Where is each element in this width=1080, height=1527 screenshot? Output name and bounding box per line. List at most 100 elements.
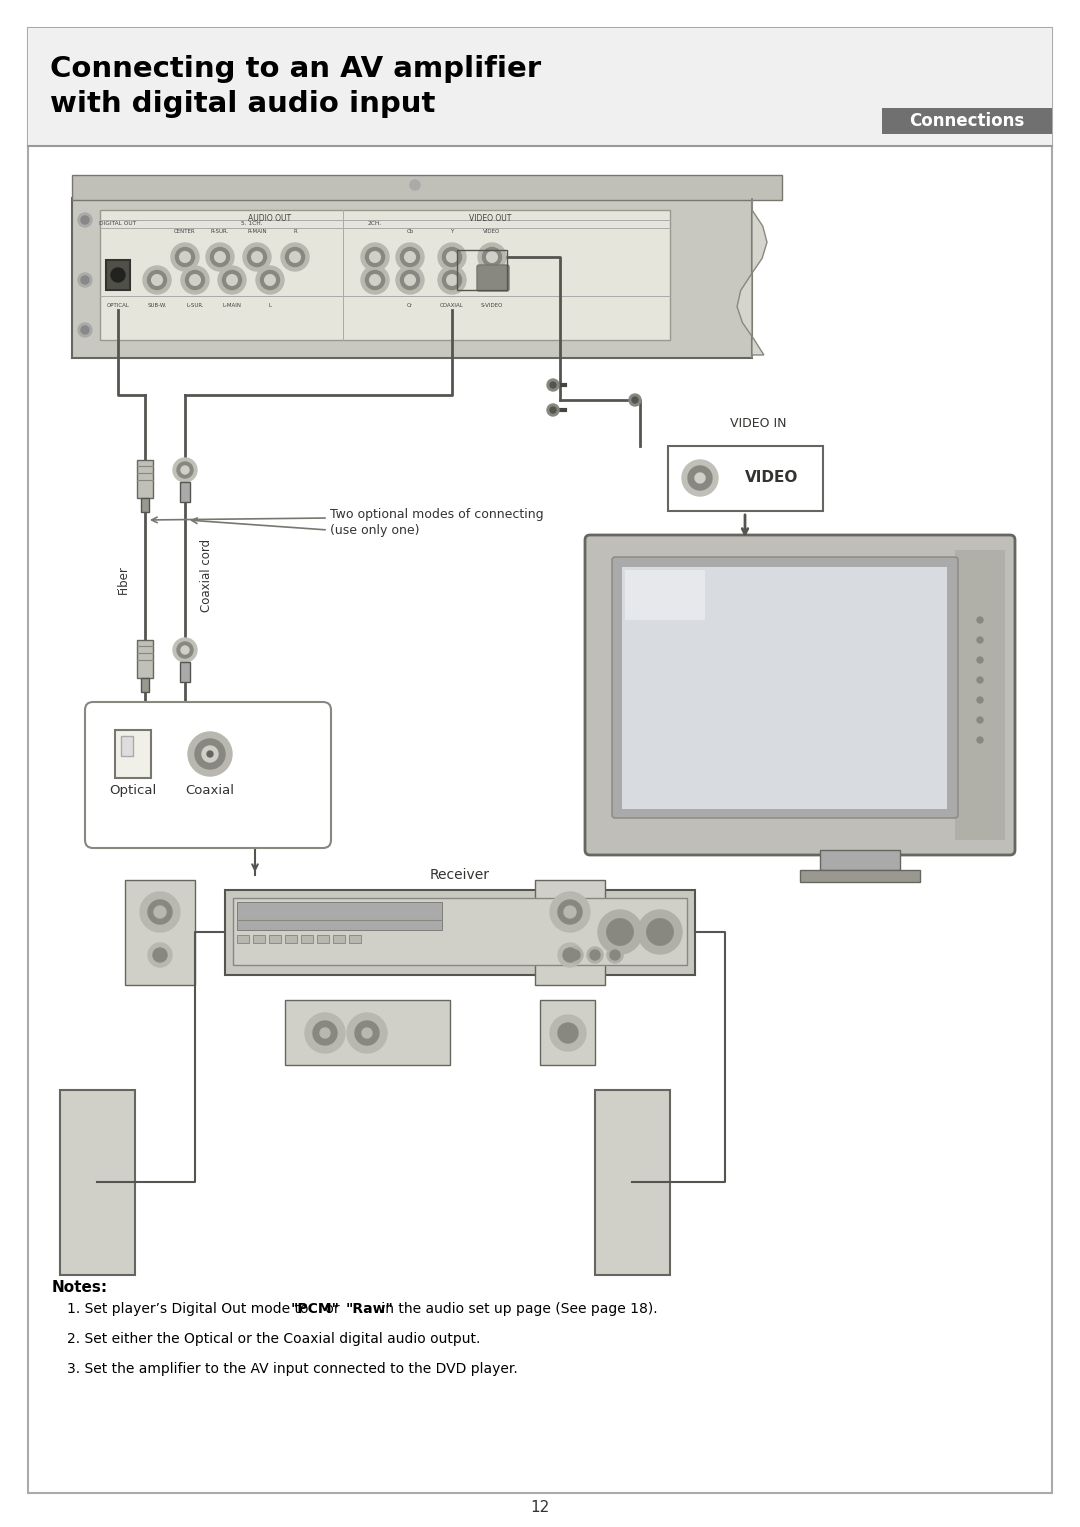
Circle shape: [443, 270, 461, 290]
Text: Cr: Cr: [407, 302, 413, 308]
FancyBboxPatch shape: [125, 880, 195, 985]
FancyBboxPatch shape: [285, 1000, 450, 1064]
Circle shape: [483, 247, 501, 267]
FancyBboxPatch shape: [625, 570, 705, 620]
Text: in the audio set up page (See page 18).: in the audio set up page (See page 18).: [377, 1303, 658, 1316]
Text: 2CH.: 2CH.: [368, 221, 382, 226]
Circle shape: [977, 676, 983, 683]
FancyBboxPatch shape: [333, 935, 345, 944]
Circle shape: [143, 266, 171, 295]
Text: "Raw": "Raw": [346, 1303, 394, 1316]
FancyBboxPatch shape: [237, 902, 442, 930]
Circle shape: [405, 275, 416, 286]
FancyBboxPatch shape: [137, 640, 153, 678]
Text: VIDEO: VIDEO: [484, 229, 501, 234]
Circle shape: [247, 247, 267, 267]
Circle shape: [313, 1022, 337, 1044]
FancyBboxPatch shape: [72, 199, 752, 357]
Circle shape: [177, 641, 193, 658]
Circle shape: [570, 950, 580, 960]
Text: 3. Set the amplifier to the AV input connected to the DVD player.: 3. Set the amplifier to the AV input con…: [67, 1362, 517, 1376]
Text: VIDEO: VIDEO: [745, 470, 798, 486]
Circle shape: [361, 266, 389, 295]
FancyBboxPatch shape: [106, 260, 130, 290]
Circle shape: [977, 738, 983, 744]
Circle shape: [78, 212, 92, 228]
Circle shape: [78, 324, 92, 337]
Circle shape: [369, 252, 380, 263]
FancyBboxPatch shape: [253, 935, 265, 944]
Text: Two optional modes of connecting: Two optional modes of connecting: [330, 508, 543, 521]
FancyBboxPatch shape: [285, 935, 297, 944]
Text: 12: 12: [530, 1500, 550, 1515]
Circle shape: [487, 252, 497, 263]
Circle shape: [243, 243, 271, 270]
Circle shape: [447, 275, 457, 286]
FancyBboxPatch shape: [225, 890, 696, 976]
Text: AUDIO OUT: AUDIO OUT: [248, 214, 292, 223]
Text: L: L: [269, 302, 271, 308]
FancyBboxPatch shape: [114, 730, 151, 777]
FancyBboxPatch shape: [585, 534, 1015, 855]
Circle shape: [281, 243, 309, 270]
Circle shape: [148, 944, 172, 967]
Circle shape: [405, 252, 416, 263]
Circle shape: [438, 266, 465, 295]
Circle shape: [207, 751, 213, 757]
FancyBboxPatch shape: [669, 446, 823, 512]
Circle shape: [563, 948, 577, 962]
Text: 2. Set either the Optical or the Coaxial digital audio output.: 2. Set either the Optical or the Coaxial…: [67, 1332, 481, 1345]
Circle shape: [179, 252, 190, 263]
FancyBboxPatch shape: [237, 935, 249, 944]
Circle shape: [629, 394, 642, 406]
Circle shape: [181, 646, 189, 654]
Text: Optical: Optical: [109, 783, 157, 797]
Circle shape: [175, 247, 194, 267]
Circle shape: [173, 638, 197, 663]
Circle shape: [151, 275, 162, 286]
Circle shape: [546, 405, 559, 415]
FancyBboxPatch shape: [141, 678, 149, 692]
Circle shape: [256, 266, 284, 295]
Circle shape: [550, 892, 590, 931]
Text: SUB-W.: SUB-W.: [147, 302, 166, 308]
Circle shape: [681, 460, 718, 496]
Circle shape: [181, 266, 210, 295]
FancyBboxPatch shape: [180, 483, 190, 502]
Circle shape: [181, 466, 189, 473]
Circle shape: [148, 270, 166, 290]
Circle shape: [550, 1015, 586, 1051]
Text: R-SUR.: R-SUR.: [211, 229, 229, 234]
Text: L-MAIN: L-MAIN: [222, 302, 242, 308]
Circle shape: [154, 906, 166, 918]
Text: 5. 1CH.: 5. 1CH.: [241, 221, 262, 226]
Circle shape: [148, 899, 172, 924]
Circle shape: [369, 275, 380, 286]
FancyBboxPatch shape: [85, 702, 330, 847]
Circle shape: [607, 947, 623, 964]
FancyBboxPatch shape: [60, 1090, 135, 1275]
Text: DIGITAL OUT: DIGITAL OUT: [99, 221, 136, 226]
Text: with digital audio input: with digital audio input: [50, 90, 435, 118]
Circle shape: [206, 243, 234, 270]
FancyBboxPatch shape: [269, 935, 281, 944]
FancyBboxPatch shape: [100, 211, 670, 341]
Text: Cb: Cb: [406, 229, 414, 234]
Circle shape: [252, 252, 262, 263]
Circle shape: [202, 747, 218, 762]
Circle shape: [410, 180, 420, 189]
Text: R: R: [293, 229, 297, 234]
Circle shape: [438, 243, 465, 270]
Circle shape: [81, 215, 89, 224]
FancyBboxPatch shape: [121, 736, 133, 756]
FancyBboxPatch shape: [800, 870, 920, 883]
Circle shape: [211, 247, 230, 267]
Circle shape: [173, 458, 197, 483]
Circle shape: [977, 696, 983, 702]
Circle shape: [607, 919, 633, 945]
Text: Coaxial: Coaxial: [186, 783, 234, 797]
Text: VIDEO IN: VIDEO IN: [730, 417, 786, 431]
Text: "PCM": "PCM": [291, 1303, 339, 1316]
Text: Y: Y: [450, 229, 454, 234]
Circle shape: [195, 739, 225, 770]
